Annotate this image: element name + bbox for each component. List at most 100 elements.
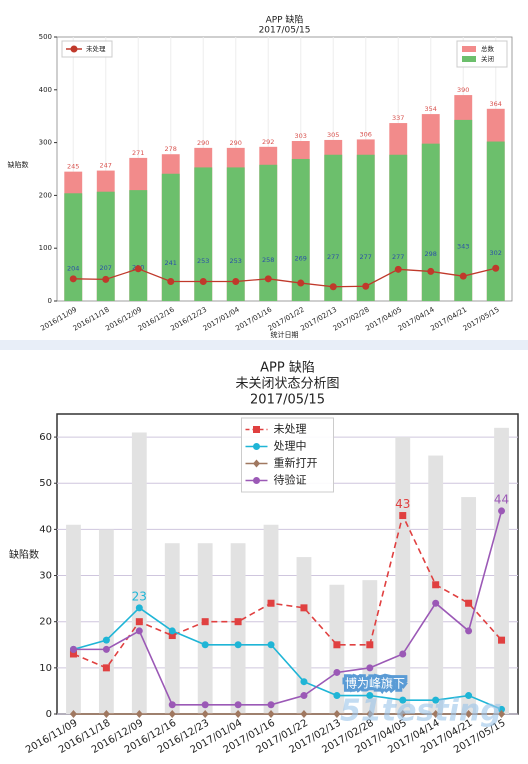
- bar: [194, 167, 213, 301]
- chart-title: APP 缺陷: [266, 14, 304, 26]
- marker: [465, 710, 473, 718]
- marker: [333, 692, 341, 700]
- bar: [226, 167, 245, 301]
- marker: [267, 710, 275, 718]
- marker: [297, 279, 305, 287]
- marker: [134, 265, 142, 273]
- data-label: 241: [165, 259, 177, 267]
- marker: [102, 645, 110, 653]
- marker: [498, 636, 506, 644]
- marker: [135, 710, 143, 718]
- marker: [465, 692, 473, 700]
- watermark: 博为峰旗下: [345, 676, 405, 691]
- marker: [427, 267, 435, 275]
- data-label: 290: [197, 139, 209, 147]
- marker: [333, 710, 341, 718]
- y-tick-label: 0: [48, 297, 52, 305]
- marker: [201, 618, 209, 626]
- bar: [454, 119, 473, 301]
- data-label: 290: [230, 139, 242, 147]
- marker: [167, 277, 175, 285]
- marker: [366, 664, 374, 672]
- marker: [300, 692, 308, 700]
- data-label: 292: [262, 138, 274, 146]
- data-label: 277: [327, 253, 339, 261]
- data-label: 337: [392, 114, 404, 122]
- data-label: 364: [490, 100, 502, 108]
- x-axis-label: 统计日期: [271, 330, 299, 339]
- marker: [267, 599, 275, 607]
- marker: [492, 264, 500, 272]
- data-label: 207: [100, 264, 112, 272]
- marker: [168, 632, 176, 640]
- data-label: 258: [262, 256, 274, 264]
- bar: [263, 524, 279, 714]
- y-tick-label: 10: [39, 663, 52, 674]
- marker: [201, 710, 209, 718]
- marker: [498, 705, 506, 713]
- marker: [465, 599, 473, 607]
- marker: [253, 426, 260, 433]
- marker: [366, 710, 374, 718]
- bar: [486, 141, 505, 301]
- legend-box: [456, 40, 508, 68]
- y-tick-label: 400: [39, 86, 52, 94]
- marker: [69, 275, 77, 283]
- data-label: 23: [132, 589, 147, 603]
- marker: [135, 627, 143, 635]
- y-tick-label: 20: [39, 617, 52, 628]
- data-label: 253: [230, 257, 242, 265]
- marker: [432, 710, 440, 718]
- data-label: 44: [494, 492, 509, 506]
- bar: [161, 173, 180, 301]
- marker: [333, 668, 341, 676]
- marker: [69, 650, 77, 658]
- bar: [96, 191, 115, 301]
- marker: [264, 275, 272, 283]
- bar: [259, 164, 278, 301]
- separator: [0, 340, 528, 350]
- marker: [102, 275, 110, 283]
- bar: [356, 154, 375, 301]
- marker: [465, 627, 473, 635]
- y-tick-label: 100: [39, 244, 52, 252]
- chart-title: 2017/05/15: [250, 393, 325, 408]
- marker: [253, 477, 260, 484]
- line: [73, 513, 503, 669]
- watermark: 51testing: [340, 694, 502, 729]
- data-label: 302: [490, 249, 502, 257]
- marker: [102, 636, 110, 644]
- bar: [296, 557, 312, 714]
- marker: [234, 710, 242, 718]
- data-label: 278: [165, 145, 177, 153]
- bar: [230, 543, 246, 714]
- marker: [201, 701, 209, 709]
- data-label: 306: [360, 130, 372, 138]
- marker: [362, 282, 370, 290]
- legend-label: 重新打开: [274, 456, 318, 470]
- line: [73, 510, 503, 706]
- data-label: 390: [457, 86, 469, 94]
- legend-label: 总数: [481, 44, 495, 53]
- line: [73, 267, 496, 288]
- y-tick-label: 500: [39, 33, 52, 41]
- data-label: 269: [295, 254, 307, 262]
- y-tick-label: 30: [39, 571, 52, 582]
- y-tick-label: 60: [39, 432, 52, 443]
- marker: [432, 599, 440, 607]
- chart-title: APP 缺陷: [260, 361, 315, 376]
- marker: [168, 710, 176, 718]
- data-label: 298: [425, 250, 437, 258]
- marker: [333, 641, 341, 649]
- bar: [197, 543, 213, 714]
- data-label: 277: [360, 253, 372, 261]
- legend-label: 未处理: [274, 423, 307, 436]
- marker: [300, 678, 308, 686]
- marker: [69, 710, 77, 718]
- plot-area: [56, 36, 513, 302]
- legend-swatch: [462, 56, 476, 62]
- data-label: 343: [457, 243, 469, 251]
- bar: [421, 143, 440, 301]
- legend-swatch: [462, 46, 476, 52]
